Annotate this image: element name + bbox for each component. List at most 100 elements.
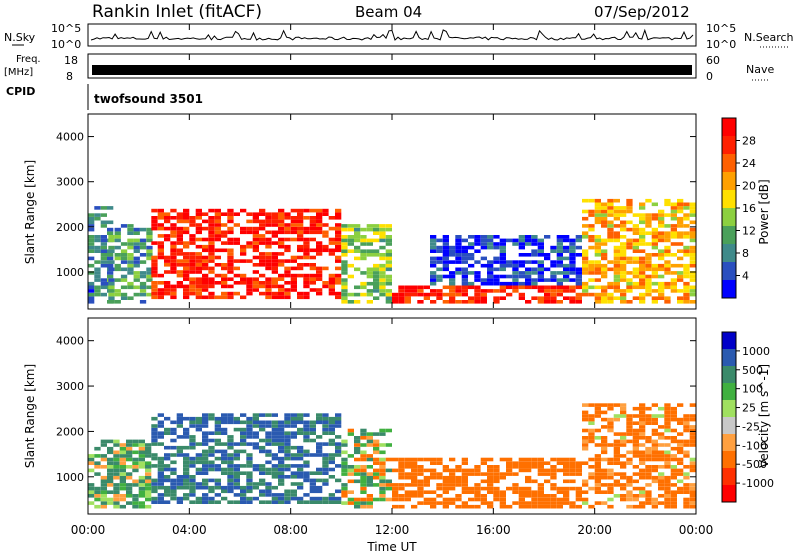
velocity-cell (366, 501, 373, 505)
power-cell (278, 244, 285, 249)
power-cell (683, 292, 690, 297)
velocity-cell (176, 445, 183, 450)
velocity-cell (354, 465, 361, 469)
power-cell (328, 273, 335, 278)
power-cell (658, 267, 665, 272)
velocity-cell (271, 467, 278, 472)
power-cell (127, 271, 134, 275)
power-cell (594, 271, 601, 275)
power-cell (107, 227, 114, 232)
velocity-cell (588, 414, 595, 418)
velocity-cell (252, 482, 259, 486)
power-cell (214, 219, 221, 224)
velocity-cell (335, 464, 342, 468)
velocity-cell (233, 442, 240, 446)
velocity-cell (461, 461, 468, 465)
power-cell (265, 288, 272, 292)
power-cell (265, 230, 272, 235)
power-cell (632, 224, 639, 228)
velocity-cell (582, 410, 589, 415)
velocity-cell (683, 454, 690, 458)
velocity-cell (677, 461, 684, 465)
velocity-cell (613, 432, 620, 436)
velocity-cell (335, 500, 342, 504)
power-cell (613, 245, 620, 250)
power-cell (594, 253, 601, 257)
velocity-cell (341, 450, 348, 455)
power-cell (94, 285, 101, 290)
power-cell (639, 242, 646, 246)
velocity-cell (252, 420, 259, 425)
velocity-cell (151, 427, 158, 432)
power-cell (620, 267, 627, 272)
power-cell (303, 252, 310, 256)
velocity-cell (474, 472, 481, 476)
power-cell (88, 256, 95, 261)
velocity-cell (556, 468, 563, 473)
power-cell (233, 291, 240, 296)
power-cell (683, 296, 690, 300)
velocity-cell (613, 494, 620, 498)
power-cell (252, 277, 259, 281)
power-cell (455, 253, 462, 257)
power-cell (518, 285, 525, 290)
power-cell (474, 285, 481, 290)
velocity-cell (252, 496, 259, 501)
power-cell (683, 274, 690, 279)
velocity-cell (145, 497, 152, 502)
velocity-cell (506, 457, 513, 462)
power-cell (461, 300, 468, 304)
power-cell (360, 242, 367, 246)
power-cell (588, 235, 595, 239)
velocity-cell (360, 457, 367, 462)
velocity-cell (202, 438, 209, 443)
power-cell (499, 263, 506, 268)
velocity-cell (601, 450, 608, 455)
velocity-cell (531, 465, 538, 469)
power-cell (664, 213, 671, 217)
power-cell (544, 289, 551, 293)
power-cell (474, 249, 481, 253)
velocity-cell (601, 483, 608, 487)
power-cell (645, 263, 652, 268)
power-cell (297, 237, 304, 242)
velocity-cell (183, 453, 190, 457)
velocity-cell (107, 465, 114, 469)
velocity-cell (639, 486, 646, 491)
velocity-cell (284, 445, 291, 450)
velocity-cell (132, 494, 139, 498)
power-cell (626, 206, 633, 210)
velocity-cell (246, 500, 253, 504)
power-cell (100, 285, 107, 290)
velocity-cell (309, 420, 316, 425)
velocity-cell (214, 500, 221, 504)
power-cell (417, 289, 424, 293)
power-cell (146, 271, 153, 275)
velocity-cell (164, 453, 171, 457)
power-cell (594, 216, 601, 221)
velocity-cell (278, 438, 285, 443)
velocity-cell (246, 416, 253, 421)
power-cell (639, 281, 646, 286)
power-cell (379, 278, 386, 282)
power-cell (176, 219, 183, 224)
velocity-cell (385, 497, 392, 502)
power-cell (208, 208, 215, 213)
power-cell (379, 292, 386, 297)
power-cell (499, 238, 506, 243)
velocity-cell (252, 464, 259, 468)
power-cell (202, 237, 209, 242)
power-cell (670, 263, 677, 268)
power-cell (563, 271, 570, 275)
velocity-cell (202, 467, 209, 472)
velocity-cell (461, 457, 468, 462)
velocity-cell (455, 483, 462, 487)
velocity-cell (328, 416, 335, 421)
velocity-cell (645, 454, 652, 458)
power-cell (252, 241, 259, 245)
velocity-cell (240, 427, 247, 432)
velocity-cell (240, 449, 247, 454)
power-cell (360, 271, 367, 275)
velocity-cell (322, 456, 329, 461)
